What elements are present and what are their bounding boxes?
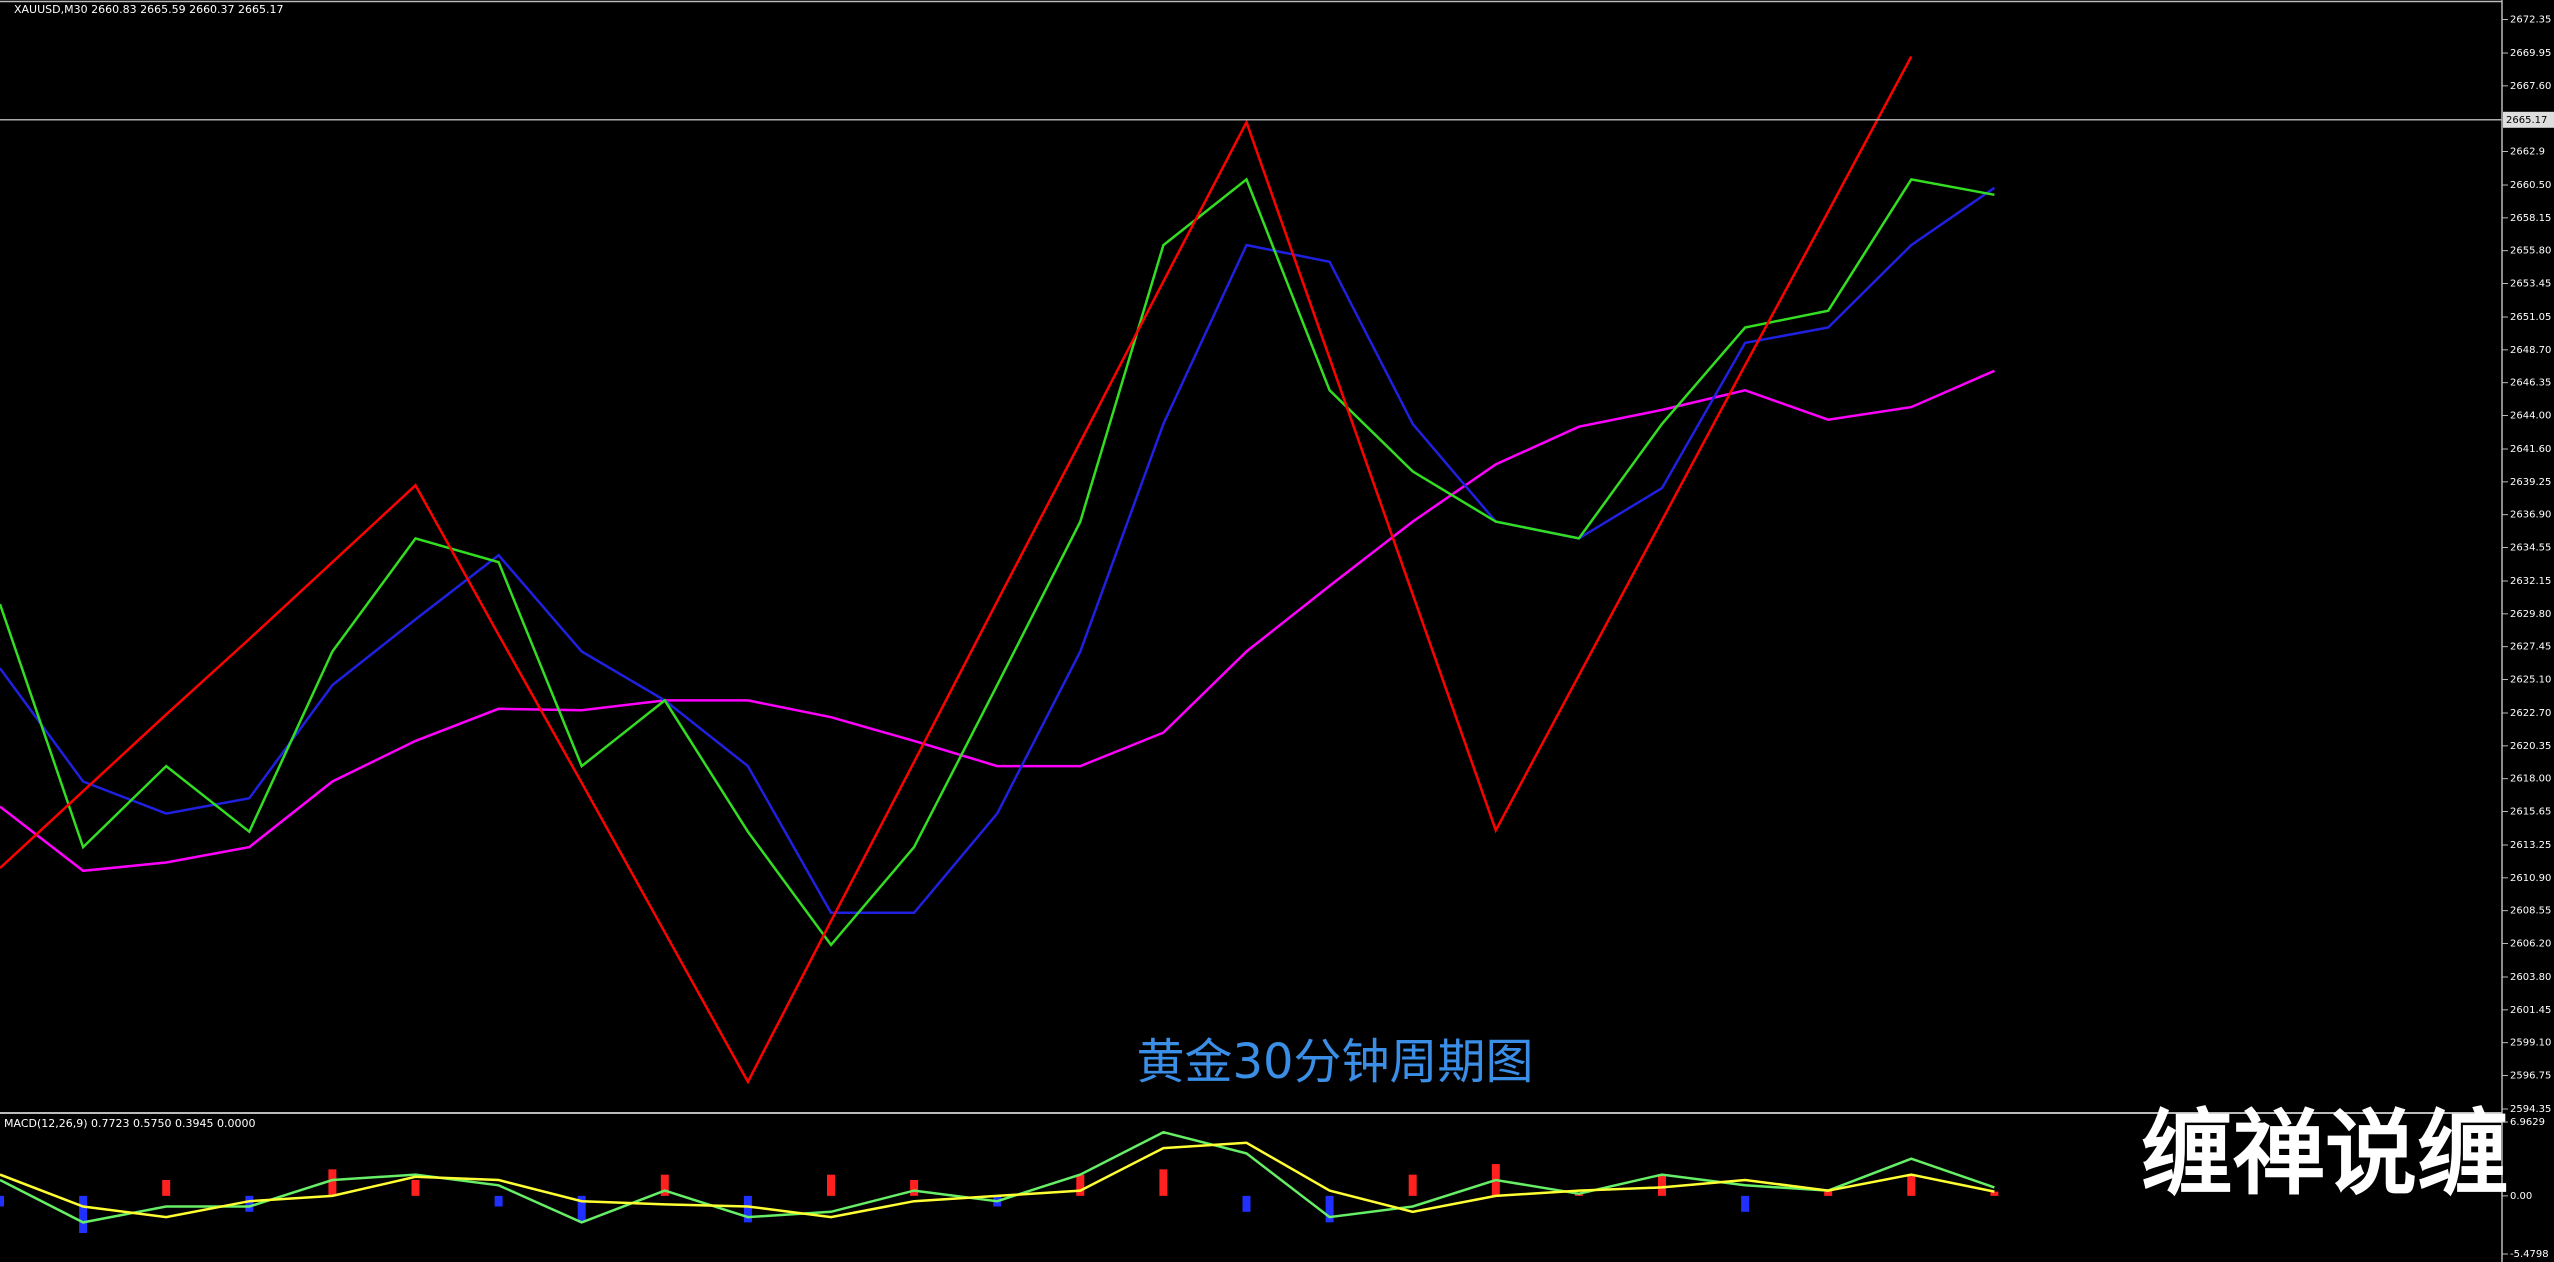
histogram-bar [827, 1174, 835, 1196]
y-tick-label: 2662.9 [2510, 146, 2545, 157]
y-tick-label: 2644.00 [2510, 410, 2551, 421]
y-tick-label: 2606.20 [2510, 938, 2551, 949]
series-line [0, 186, 1996, 915]
histogram-bar [1325, 1195, 1334, 1223]
histogram-bar [1824, 1190, 1833, 1196]
y-tick-label: 6.9629 [2510, 1117, 2545, 1128]
y-tick-label: 2613.25 [2510, 840, 2551, 851]
histogram-bar [1076, 1174, 1085, 1196]
y-tick-label: 2655.80 [2510, 246, 2551, 257]
y-tick-label: -5.4798 [2510, 1249, 2549, 1260]
chart-header: XAUUSD,M30 2660.83 2665.59 2660.37 2665.… [14, 3, 284, 16]
histogram-bar [1907, 1174, 1916, 1196]
y-tick-label: 2629.80 [2510, 609, 2551, 620]
y-tick-label: 2648.70 [2510, 345, 2551, 356]
y-tick-label: 2636.90 [2510, 510, 2551, 521]
y-tick-label: 2672.35 [2510, 15, 2551, 26]
series-line [0, 55, 1913, 1085]
histogram-bar [79, 1195, 88, 1233]
y-tick-label: 2653.45 [2510, 278, 2551, 289]
histogram-bar [494, 1195, 503, 1207]
histogram-bar [162, 1179, 171, 1196]
histogram-bar [1658, 1174, 1666, 1196]
y-tick-label: 0.00 [2510, 1191, 2532, 1202]
current-price-label: 2665.17 [2506, 115, 2547, 126]
y-tick-label: 2622.70 [2510, 708, 2551, 719]
series-line [0, 369, 1995, 873]
y-tick-label: 2658.15 [2510, 213, 2551, 224]
series-line [0, 1130, 1995, 1224]
chart-annotation: 黄金30分钟周期图 [1136, 1034, 1533, 1090]
y-tick-label: 2610.90 [2510, 873, 2551, 884]
y-tick-label: 2625.10 [2510, 674, 2551, 685]
histogram-bar [743, 1195, 752, 1223]
histogram-bar [1408, 1174, 1417, 1196]
y-tick-label: 2660.50 [2510, 180, 2551, 191]
y-tick-label: 2646.35 [2510, 378, 2551, 389]
y-tick-label: 2667.60 [2510, 81, 2551, 92]
y-tick-label: 2620.35 [2510, 741, 2551, 752]
y-tick-label: 2608.55 [2510, 906, 2551, 917]
watermark: 缠禅说缠 [2141, 1100, 2509, 1207]
y-tick-label: 2634.55 [2510, 542, 2551, 553]
histogram-bar [411, 1179, 420, 1196]
histogram-bar [0, 1195, 4, 1207]
y-tick-label: 2601.45 [2510, 1005, 2551, 1016]
histogram-bar [910, 1179, 919, 1196]
y-tick-label: 2641.60 [2510, 444, 2551, 455]
y-tick-label: 2618.00 [2510, 774, 2551, 785]
y-tick-label: 2603.80 [2510, 972, 2551, 983]
histogram-bar [660, 1174, 669, 1196]
current-price-box [2503, 111, 2554, 128]
y-tick-label: 2596.75 [2510, 1070, 2551, 1081]
histogram-bar [577, 1195, 586, 1223]
series-line [0, 1141, 1995, 1219]
histogram-bar [328, 1169, 337, 1196]
y-tick-label: 2627.45 [2510, 642, 2551, 653]
histogram-bar [1990, 1191, 1999, 1196]
y-tick-label: 2599.10 [2510, 1038, 2551, 1049]
y-tick-label: 2594.35 [2510, 1104, 2551, 1115]
y-tick-label: 2651.05 [2510, 312, 2551, 323]
histogram-bar [1242, 1195, 1251, 1212]
y-tick-label: 2615.65 [2510, 806, 2551, 817]
histogram-bar [1741, 1195, 1750, 1212]
macd-header: MACD(12,26,9) 0.7723 0.5750 0.3945 0.000… [4, 1117, 256, 1130]
histogram-bar [1159, 1169, 1168, 1196]
series-line [0, 177, 1995, 947]
y-tick-label: 2639.25 [2510, 477, 2551, 488]
y-tick-label: 2669.95 [2510, 48, 2551, 59]
y-tick-label: 2632.15 [2510, 576, 2551, 587]
histogram-bar [245, 1195, 254, 1212]
